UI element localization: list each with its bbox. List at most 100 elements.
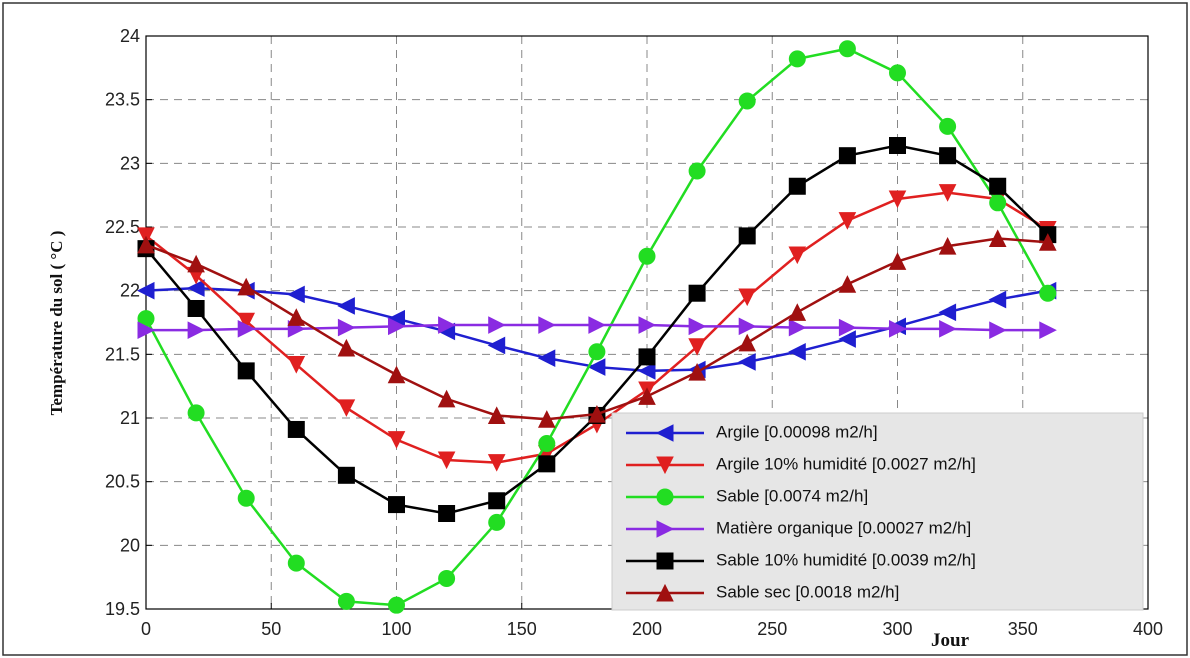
- marker: [938, 236, 957, 255]
- marker: [237, 277, 256, 296]
- x-tick-label: 300: [882, 619, 912, 639]
- marker: [538, 455, 556, 473]
- legend-label: Argile [0.00098 m2/h]: [716, 422, 878, 441]
- marker: [738, 317, 757, 336]
- marker: [838, 40, 856, 58]
- marker: [788, 177, 806, 195]
- marker: [688, 317, 707, 336]
- marker: [537, 349, 556, 367]
- y-tick-label: 23: [120, 153, 140, 173]
- marker: [487, 336, 506, 355]
- marker: [656, 552, 674, 570]
- marker: [487, 406, 506, 424]
- marker: [588, 343, 606, 361]
- marker: [638, 348, 656, 366]
- marker: [588, 405, 606, 423]
- marker: [738, 92, 756, 110]
- marker: [838, 318, 857, 337]
- marker: [1039, 284, 1057, 302]
- marker: [656, 488, 674, 506]
- y-tick-label: 22: [120, 281, 140, 301]
- marker: [788, 318, 807, 337]
- marker: [538, 316, 556, 334]
- marker: [438, 316, 456, 334]
- marker: [638, 316, 657, 334]
- marker: [337, 297, 355, 315]
- marker: [237, 362, 255, 380]
- legend-label: Sable sec [0.0018 m2/h]: [716, 582, 899, 601]
- marker: [988, 290, 1007, 309]
- marker: [738, 333, 757, 352]
- marker: [939, 320, 957, 338]
- marker: [388, 596, 405, 614]
- marker: [137, 321, 156, 339]
- marker: [387, 365, 406, 384]
- marker: [237, 312, 256, 331]
- marker: [656, 520, 675, 538]
- marker: [137, 235, 155, 254]
- marker: [287, 554, 305, 572]
- marker: [287, 356, 306, 374]
- y-axis-label: Température du sol ( °C ): [47, 231, 66, 416]
- marker: [488, 492, 506, 510]
- marker: [438, 569, 456, 587]
- marker: [938, 184, 957, 202]
- marker: [1038, 233, 1057, 251]
- marker: [788, 50, 806, 68]
- marker: [655, 424, 674, 442]
- marker: [638, 247, 656, 265]
- marker: [889, 64, 906, 82]
- marker: [688, 363, 706, 381]
- marker: [688, 284, 706, 302]
- legend-label: Argile 10% humidité [0.0027 m2/h]: [716, 454, 976, 473]
- marker: [388, 317, 406, 336]
- y-tick-label: 20.5: [105, 472, 140, 492]
- marker: [637, 362, 656, 380]
- marker: [487, 454, 506, 472]
- marker: [488, 513, 506, 531]
- marker: [788, 342, 806, 361]
- marker: [638, 387, 656, 405]
- marker: [788, 246, 807, 265]
- x-tick-label: 150: [507, 619, 537, 639]
- y-tick-label: 21.5: [105, 344, 140, 364]
- legend-label: Sable 10% humidité [0.0039 m2/h]: [716, 550, 976, 569]
- marker: [989, 321, 1007, 339]
- x-tick-label: 100: [381, 619, 411, 639]
- marker: [738, 353, 756, 371]
- y-tick-label: 19.5: [105, 599, 140, 619]
- marker: [656, 583, 674, 602]
- x-tick-label: 50: [261, 619, 281, 639]
- marker: [938, 303, 957, 322]
- marker: [438, 505, 456, 522]
- marker: [939, 117, 957, 135]
- marker: [388, 496, 405, 514]
- marker: [337, 399, 356, 417]
- marker: [337, 466, 355, 484]
- marker: [187, 404, 205, 422]
- marker: [337, 318, 356, 337]
- marker: [889, 137, 906, 155]
- marker: [287, 308, 306, 326]
- marker: [587, 358, 606, 376]
- marker: [939, 147, 957, 165]
- marker: [488, 316, 506, 334]
- marker: [337, 338, 356, 357]
- marker: [437, 451, 456, 470]
- marker: [537, 410, 556, 428]
- marker: [989, 194, 1007, 212]
- marker: [337, 592, 355, 610]
- marker: [838, 275, 857, 293]
- legend: Argile [0.00098 m2/h] Argile 10% humidité…: [611, 412, 1144, 611]
- marker: [287, 420, 305, 438]
- marker: [688, 338, 706, 356]
- marker: [136, 281, 155, 300]
- marker: [387, 431, 406, 449]
- x-tick-label: 250: [757, 619, 787, 639]
- marker: [588, 316, 607, 334]
- y-tick-label: 22.5: [105, 217, 140, 237]
- marker: [838, 147, 856, 165]
- x-tick-label: 350: [1008, 619, 1038, 639]
- legend-label: Matière organique [0.00027 m2/h]: [716, 518, 971, 537]
